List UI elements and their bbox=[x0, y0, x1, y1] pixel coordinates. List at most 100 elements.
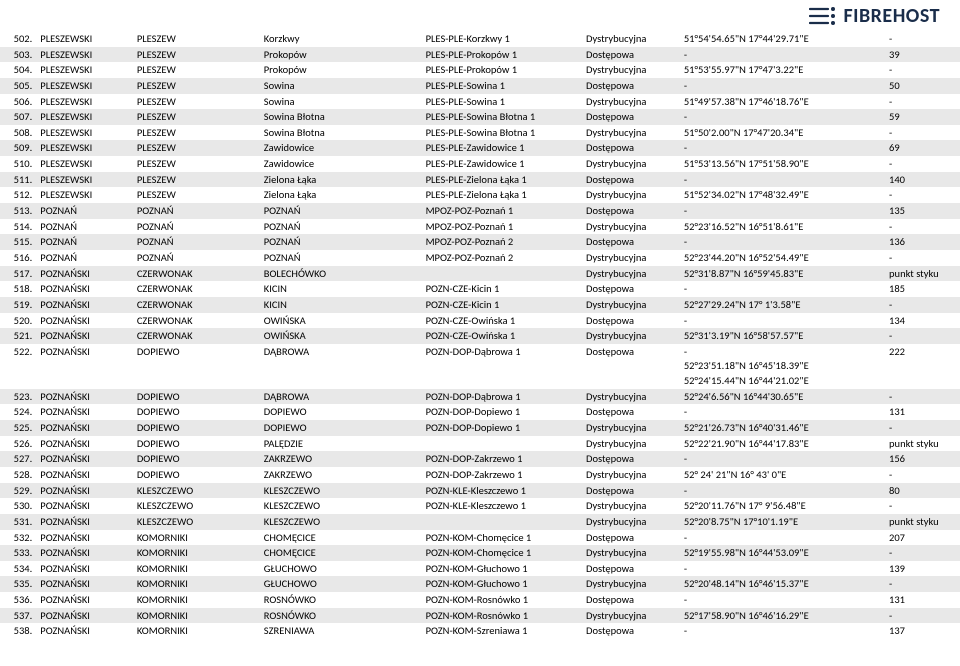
node-id: MPOZ-POZ-Poznań 1 bbox=[422, 219, 582, 235]
node-id: POZN-KOM-Głuchowo 1 bbox=[422, 576, 582, 592]
table-row: 538.POZNAŃSKIKOMORNIKISZRENIAWAPOZN-KOM-… bbox=[0, 623, 960, 639]
last-col: 139 bbox=[885, 561, 960, 577]
last-col: punkt styku bbox=[885, 514, 960, 530]
coordinates: - bbox=[680, 281, 885, 297]
node-id: MPOZ-POZ-Poznań 1 bbox=[422, 203, 582, 219]
coordinates: 52°17'58.90"N 16°46'16.29"E bbox=[680, 608, 885, 624]
table-row: 529.POZNAŃSKIKLESZCZEWOKLESZCZEWOPOZN-KL… bbox=[0, 483, 960, 499]
node-id: POZN-CZE-Owińska 1 bbox=[422, 313, 582, 329]
gmina: DOPIEWO bbox=[133, 344, 260, 360]
node-id: PLES-PLE-Prokopów 1 bbox=[422, 47, 582, 63]
miejscowosc: CHOMĘCICE bbox=[260, 545, 422, 561]
row-number: 529. bbox=[0, 483, 36, 499]
node-id: MPOZ-POZ-Poznań 2 bbox=[422, 234, 582, 250]
gmina: KOMORNIKI bbox=[133, 530, 260, 546]
node-type: Dystrybucyjna bbox=[582, 156, 680, 172]
gmina: DOPIEWO bbox=[133, 404, 260, 420]
miejscowosc: Sowina Błotna bbox=[260, 109, 422, 125]
row-number: 505. bbox=[0, 78, 36, 94]
row-number: 508. bbox=[0, 125, 36, 141]
gmina: POZNAŃ bbox=[133, 250, 260, 266]
miejscowosc: ZAKRZEWO bbox=[260, 467, 422, 483]
gmina: DOPIEWO bbox=[133, 436, 260, 452]
row-number: 531. bbox=[0, 514, 36, 530]
node-type: Dostępowa bbox=[582, 172, 680, 188]
node-id: POZN-KOM-Szreniawa 1 bbox=[422, 623, 582, 639]
node-id: POZN-KOM-Rosnówko 1 bbox=[422, 608, 582, 624]
row-number: 511. bbox=[0, 172, 36, 188]
row-number: 513. bbox=[0, 203, 36, 219]
node-id: POZN-KOM-Chomęcice 1 bbox=[422, 530, 582, 546]
coordinates: 52°31'3.19"N 16°58'57.57"E bbox=[680, 328, 885, 344]
row-number: 503. bbox=[0, 47, 36, 63]
powiat: PLESZEWSKI bbox=[36, 109, 133, 125]
node-id: MPOZ-POZ-Poznań 2 bbox=[422, 250, 582, 266]
powiat: PLESZEWSKI bbox=[36, 78, 133, 94]
node-id: POZN-DOP-Zakrzewo 1 bbox=[422, 467, 582, 483]
node-id: PLES-PLE-Sowina Błotna 1 bbox=[422, 125, 582, 141]
miejscowosc: POZNAŃ bbox=[260, 234, 422, 250]
last-col: 131 bbox=[885, 592, 960, 608]
powiat: PLESZEWSKI bbox=[36, 47, 133, 63]
table-row: 513.POZNAŃPOZNAŃPOZNAŃMPOZ-POZ-Poznań 1D… bbox=[0, 203, 960, 219]
gmina: KLESZCZEWO bbox=[133, 498, 260, 514]
last-col: punkt styku bbox=[885, 266, 960, 282]
table-row: 504.PLESZEWSKIPLESZEWProkopówPLES-PLE-Pr… bbox=[0, 62, 960, 78]
powiat: POZNAŃSKI bbox=[36, 592, 133, 608]
gmina: KOMORNIKI bbox=[133, 608, 260, 624]
node-id: POZN-DOP-Zakrzewo 1 bbox=[422, 451, 582, 467]
gmina: PLESZEW bbox=[133, 94, 260, 110]
gmina: PLESZEW bbox=[133, 31, 260, 47]
powiat: POZNAŃSKI bbox=[36, 530, 133, 546]
node-id bbox=[422, 514, 582, 530]
row-number: 522. bbox=[0, 344, 36, 360]
node-type: Dystrybucyjna bbox=[582, 31, 680, 47]
node-type: Dostępowa bbox=[582, 561, 680, 577]
powiat: PLESZEWSKI bbox=[36, 62, 133, 78]
coordinates: - bbox=[680, 592, 885, 608]
node-id: POZN-DOP-Dąbrowa 1 bbox=[422, 344, 582, 360]
last-col: - bbox=[885, 156, 960, 172]
node-id: POZN-CZE-Owińska 1 bbox=[422, 328, 582, 344]
table-row: 534.POZNAŃSKIKOMORNIKIGŁUCHOWOPOZN-KOM-G… bbox=[0, 561, 960, 577]
gmina: KOMORNIKI bbox=[133, 545, 260, 561]
table-row-extra: 52°24'15.44"N 16°44'21.02"E bbox=[0, 374, 960, 389]
table-row: 510.PLESZEWSKIPLESZEWZawidowicePLES-PLE-… bbox=[0, 156, 960, 172]
gmina: CZERWONAK bbox=[133, 313, 260, 329]
table-row: 524.POZNAŃSKIDOPIEWODOPIEWOPOZN-DOP-Dopi… bbox=[0, 404, 960, 420]
powiat: PLESZEWSKI bbox=[36, 156, 133, 172]
table-row: 508.PLESZEWSKIPLESZEWSowina BłotnaPLES-P… bbox=[0, 125, 960, 141]
node-type: Dystrybucyjna bbox=[582, 608, 680, 624]
powiat: POZNAŃ bbox=[36, 203, 133, 219]
table-row: 531.POZNAŃSKIKLESZCZEWOKLESZCZEWODystryb… bbox=[0, 514, 960, 530]
data-table: 502.PLESZEWSKIPLESZEWKorzkwyPLES-PLE-Kor… bbox=[0, 31, 960, 639]
node-id: POZN-KLE-Kleszczewo 1 bbox=[422, 483, 582, 499]
last-col: 136 bbox=[885, 234, 960, 250]
row-number: 533. bbox=[0, 545, 36, 561]
node-type: Dostępowa bbox=[582, 623, 680, 639]
miejscowosc: ZAKRZEWO bbox=[260, 451, 422, 467]
powiat: POZNAŃSKI bbox=[36, 467, 133, 483]
row-number: 521. bbox=[0, 328, 36, 344]
coordinates: 52°20'48.14"N 16°46'15.37"E bbox=[680, 576, 885, 592]
coordinates: - bbox=[680, 203, 885, 219]
last-col: - bbox=[885, 498, 960, 514]
powiat: POZNAŃSKI bbox=[36, 623, 133, 639]
powiat: POZNAŃSKI bbox=[36, 420, 133, 436]
row-number: 527. bbox=[0, 451, 36, 467]
table-row: 505.PLESZEWSKIPLESZEWSowinaPLES-PLE-Sowi… bbox=[0, 78, 960, 94]
node-id: POZN-DOP-Dopiewo 1 bbox=[422, 420, 582, 436]
node-type: Dostępowa bbox=[582, 451, 680, 467]
table-row: 506.PLESZEWSKIPLESZEWSowinaPLES-PLE-Sowi… bbox=[0, 94, 960, 110]
coordinates: 52°21'26.73"N 16°40'31.46"E bbox=[680, 420, 885, 436]
last-col: 137 bbox=[885, 623, 960, 639]
last-col: 59 bbox=[885, 109, 960, 125]
table-row: 502.PLESZEWSKIPLESZEWKorzkwyPLES-PLE-Kor… bbox=[0, 31, 960, 47]
node-type: Dostępowa bbox=[582, 592, 680, 608]
coordinates: - bbox=[680, 140, 885, 156]
coordinates: - bbox=[680, 483, 885, 499]
gmina: KLESZCZEWO bbox=[133, 514, 260, 530]
powiat: PLESZEWSKI bbox=[36, 94, 133, 110]
coordinates: 52°20'8.75"N 17°10'1.19"E bbox=[680, 514, 885, 530]
row-number: 514. bbox=[0, 219, 36, 235]
